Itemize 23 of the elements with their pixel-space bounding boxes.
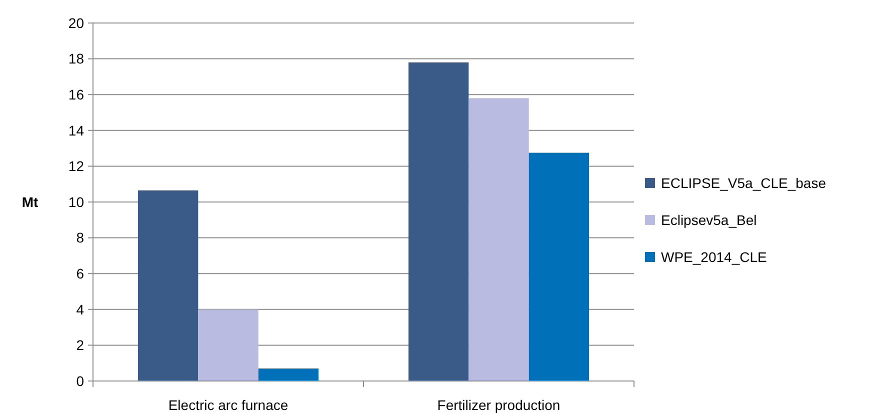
y-tick-label: 2 bbox=[76, 337, 84, 354]
y-tick-label: 12 bbox=[68, 158, 84, 174]
bar bbox=[198, 309, 258, 381]
y-tick-label: 4 bbox=[76, 301, 84, 318]
legend-label: Eclipsev5a_Bel bbox=[661, 212, 757, 228]
y-tick-label: 16 bbox=[68, 86, 84, 102]
x-tick-label: Fertilizer production bbox=[437, 397, 560, 413]
x-tick-label: Electric arc furnace bbox=[168, 397, 288, 413]
y-tick-label: 20 bbox=[68, 14, 84, 31]
y-tick-label: 0 bbox=[76, 372, 84, 389]
bar bbox=[528, 152, 590, 381]
bar bbox=[258, 368, 319, 381]
y-tick-label: 6 bbox=[76, 266, 84, 282]
bar bbox=[468, 98, 529, 381]
y-tick-label: 14 bbox=[68, 122, 84, 138]
y-tick-label: 18 bbox=[68, 50, 84, 67]
legend-label: WPE_2014_CLE bbox=[661, 248, 767, 265]
y-axis-title: Mt bbox=[22, 194, 38, 210]
bar bbox=[138, 190, 198, 381]
y-tick-label: 10 bbox=[68, 194, 84, 210]
bar bbox=[408, 62, 469, 381]
legend-label: ECLIPSE_V5a_CLE_base bbox=[661, 174, 826, 191]
y-tick-label: 8 bbox=[76, 230, 84, 246]
